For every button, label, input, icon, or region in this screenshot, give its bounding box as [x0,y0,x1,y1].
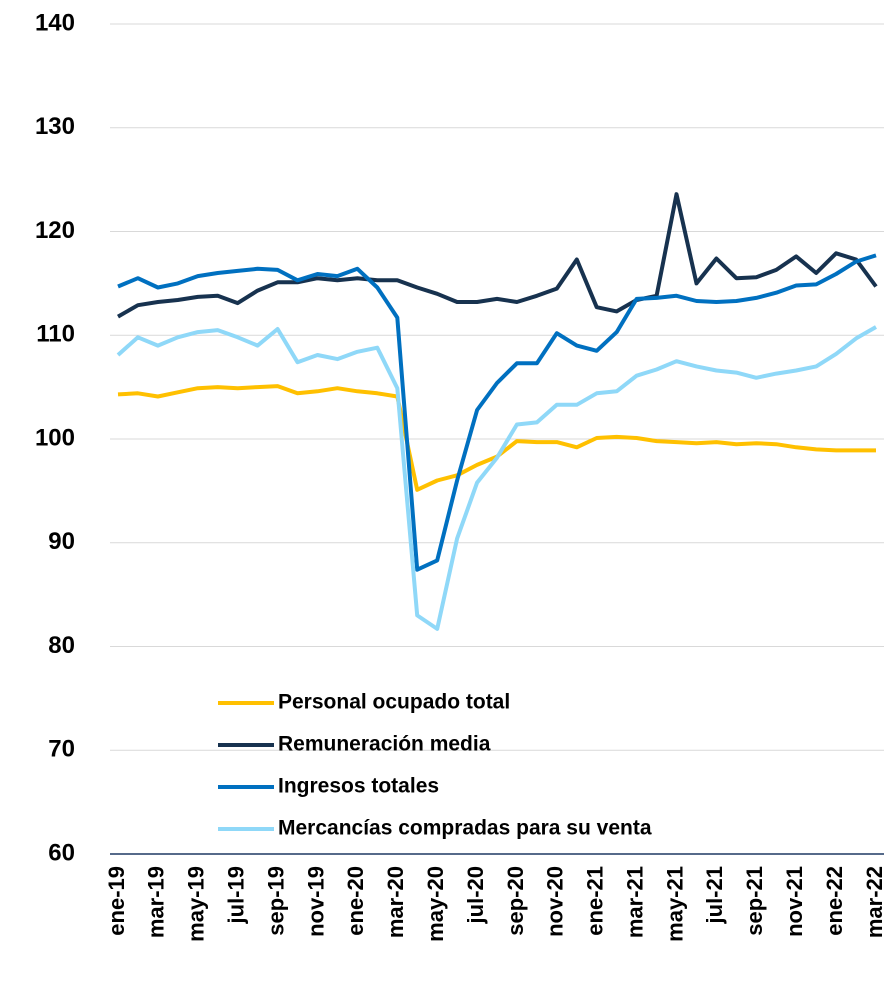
x-tick-label: may-19 [184,866,209,942]
x-tick-label: sep-19 [263,866,288,936]
y-tick-label: 60 [48,839,75,866]
series-line [117,192,878,319]
x-tick-label: sep-21 [742,866,767,936]
y-tick-label: 140 [35,9,75,36]
x-tick-label: ene-22 [822,866,847,936]
y-tick-label: 70 [48,736,75,763]
x-tick-label: mar-20 [383,866,408,938]
x-tick-label: mar-21 [622,866,647,938]
x-tick-label: nov-19 [303,866,328,937]
x-tick-label: mar-19 [144,866,169,938]
legend-label: Mercancías compradas para su venta [278,817,652,840]
y-tick-label: 120 [35,217,75,244]
legend-label: Remuneración media [278,733,491,756]
y-tick-label: 80 [48,632,75,659]
x-tick-label: sep-20 [503,866,528,936]
x-tick-label: nov-21 [782,866,807,937]
legend-label: Ingresos totales [278,775,439,798]
y-tick-label: 130 [35,113,75,140]
x-tick-label: may-20 [423,866,448,942]
series-line [116,325,877,631]
series-line [117,384,876,492]
y-tick-label: 90 [48,528,75,555]
x-tick-label: ene-21 [583,866,608,936]
x-tick-label: may-21 [662,866,687,942]
x-tick-label: ene-20 [343,866,368,936]
legend-label: Personal ocupado total [278,691,510,714]
x-tick-label: nov-20 [543,866,568,937]
series-line [117,253,877,572]
x-tick-label: jul-21 [702,866,727,924]
x-tick-label: mar-22 [862,866,887,938]
x-tick-label: jul-19 [223,866,248,924]
y-tick-label: 110 [36,321,75,348]
x-tick-label: ene-19 [104,866,129,936]
x-tick-label: jul-20 [463,866,488,924]
y-tick-label: 100 [35,424,75,451]
